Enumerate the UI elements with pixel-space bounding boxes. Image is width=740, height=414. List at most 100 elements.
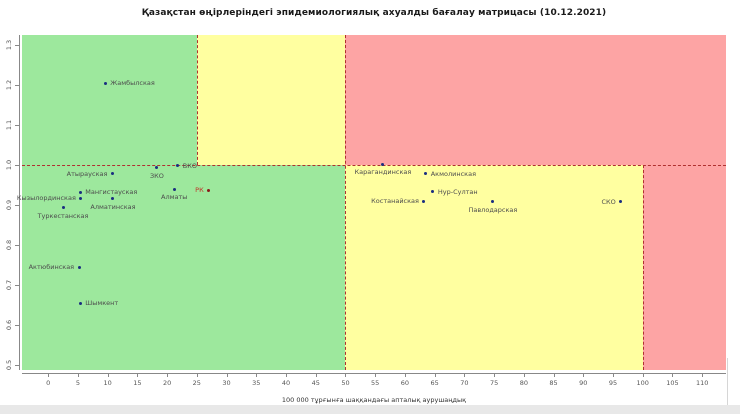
x-axis-tick-label: 40 [281, 379, 291, 387]
x-axis-tick [613, 373, 615, 377]
x-axis-tick [583, 373, 585, 377]
x-axis-tick-label: 70 [460, 379, 469, 387]
data-point-label: Туркестанская [37, 211, 89, 220]
y-axis-tick-label: 0.7 [5, 279, 13, 291]
x-axis-tick [256, 373, 258, 377]
x-axis-tick [167, 373, 169, 377]
x-axis-tick [315, 373, 317, 377]
y-axis-tick [15, 165, 19, 166]
y-axis-tick-label: 1.3 [5, 39, 13, 51]
data-point-label: РК [195, 186, 204, 195]
data-point-label: Актюбинская [28, 263, 75, 271]
risk-region-red-top-right [345, 35, 726, 165]
data-point-label: Кызылординская [16, 194, 76, 203]
page-background-strip [0, 405, 740, 414]
data-point [78, 190, 82, 194]
x-axis-tick [672, 373, 674, 377]
x-axis-tick-label: 35 [252, 379, 261, 387]
data-point-label: ВКО [182, 161, 197, 170]
data-point-label: Карагандинская [354, 168, 412, 177]
data-point [111, 197, 115, 201]
x-axis-tick [642, 373, 644, 377]
x-axis-tick-label: 45 [311, 379, 320, 387]
risk-region-green-bottom-left [22, 165, 346, 370]
data-point-label: Акмолинская [430, 169, 476, 178]
x-axis-tick [702, 373, 704, 377]
y-axis-tick-label: 0.6 [5, 319, 13, 331]
chart-card: Қазақстан өңірлеріндегі эпидемиологиялық… [5, 8, 726, 404]
risk-region-green-top-left [22, 35, 197, 165]
y-axis-tick-label: 1.2 [5, 79, 13, 91]
x-axis-tick-label: 105 [666, 379, 679, 387]
data-point-label: Костанайская [371, 197, 419, 205]
data-point-label: Шымкент [85, 299, 119, 307]
data-point [110, 172, 114, 176]
data-point-label: Мангистауская [85, 188, 138, 197]
x-axis-tick [286, 373, 287, 377]
y-axis-tick-label: 0.5 [5, 359, 13, 371]
x-axis-tick-label: 100 [636, 379, 649, 387]
x-axis-tick [404, 373, 406, 377]
x-axis-tick-label: 30 [222, 379, 231, 387]
data-point-label: Алматинская [90, 202, 136, 211]
data-point [61, 206, 65, 210]
y-axis-tick-label: 0.9 [5, 199, 13, 211]
x-axis-tick-label: 10 [103, 379, 112, 387]
y-axis-tick [15, 285, 19, 286]
x-axis-tick [553, 373, 555, 377]
x-axis-tick-label: 85 [549, 379, 558, 387]
card-right-edge [727, 358, 728, 405]
x-axis-tick-label: 65 [430, 379, 439, 387]
risk-region-yellow-top-mid [196, 35, 346, 165]
data-point [103, 81, 107, 85]
threshold-line-v [642, 165, 644, 370]
data-point [78, 301, 82, 305]
y-axis-tick [15, 85, 19, 86]
x-axis-tick [48, 373, 50, 377]
threshold-line-h [22, 165, 726, 166]
data-point [491, 200, 495, 204]
data-point-label: СКО [601, 197, 616, 206]
y-axis-tick [15, 45, 19, 46]
x-axis-tick-label: 60 [400, 379, 410, 387]
data-point-label: Алматы [161, 193, 188, 201]
data-point [155, 166, 159, 170]
y-axis-tick-label: 0.8 [5, 239, 13, 251]
threshold-line-v [345, 35, 347, 370]
x-axis-tick [464, 373, 466, 377]
chart-title: Қазақстан өңірлеріндегі эпидемиологиялық… [141, 8, 607, 18]
data-point-label: Павлодарская [468, 205, 518, 214]
x-axis-tick-label: 5 [75, 379, 80, 387]
x-axis-tick [77, 373, 79, 377]
x-axis-tick-label: 110 [695, 379, 709, 387]
x-axis-tick-label: 75 [489, 379, 499, 387]
x-axis-tick-label: 15 [133, 379, 142, 387]
y-axis-tick [15, 245, 19, 246]
y-axis-tick [15, 205, 19, 206]
x-axis-tick-label: 25 [192, 379, 201, 387]
x-axis-tick [494, 373, 496, 377]
y-axis-tick-label: 1.0 [5, 159, 13, 171]
data-point-label: Жамбылская [110, 79, 155, 87]
risk-region-yellow-bottom-mid [345, 165, 643, 370]
x-axis-tick-label: 20 [162, 379, 172, 387]
data-point [424, 172, 428, 176]
data-point [431, 190, 435, 194]
x-axis-tick [137, 373, 139, 377]
x-axis-tick [434, 373, 436, 377]
x-axis-tick [375, 373, 377, 377]
y-axis-tick [15, 125, 19, 126]
data-point [619, 200, 623, 204]
x-axis-line [22, 373, 726, 374]
x-axis-tick [226, 373, 228, 377]
x-axis-tick-label: 80 [519, 379, 528, 387]
y-axis-tick [15, 325, 19, 326]
y-axis-tick-label: 1.1 [5, 119, 13, 131]
x-axis-tick-label: 95 [608, 379, 618, 387]
threshold-line-v [196, 35, 198, 165]
data-point-label: ЗКО [150, 171, 164, 180]
x-axis-tick-label: 0 [46, 379, 51, 387]
x-axis-tick-label: 50 [341, 379, 350, 387]
x-axis-tick [196, 373, 198, 377]
x-axis-tick [523, 373, 525, 377]
